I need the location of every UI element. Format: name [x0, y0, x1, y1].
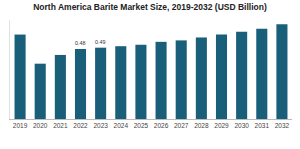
svg-text:2029: 2029: [214, 122, 229, 129]
svg-text:0.48: 0.48: [75, 40, 85, 46]
svg-text:2020: 2020: [33, 122, 48, 129]
svg-text:2024: 2024: [114, 122, 129, 129]
svg-text:0.49: 0.49: [95, 39, 105, 45]
svg-text:2019: 2019: [13, 122, 28, 129]
svg-text:2027: 2027: [174, 122, 189, 129]
svg-text:2032: 2032: [275, 122, 290, 129]
svg-text:www.fortunebusinessinsights.co: www.fortunebusinessinsights.com: [106, 148, 197, 149]
svg-text:2025: 2025: [134, 122, 149, 129]
svg-text:2026: 2026: [154, 122, 169, 129]
svg-text:2022: 2022: [73, 122, 88, 129]
svg-text:2028: 2028: [194, 122, 209, 129]
svg-text:2031: 2031: [255, 122, 270, 129]
svg-text:North America Barite Market Si: North America Barite Market Size, 2019-2…: [33, 2, 267, 12]
svg-text:2021: 2021: [53, 122, 68, 129]
svg-text:2023: 2023: [93, 122, 108, 129]
svg-text:2030: 2030: [234, 122, 249, 129]
